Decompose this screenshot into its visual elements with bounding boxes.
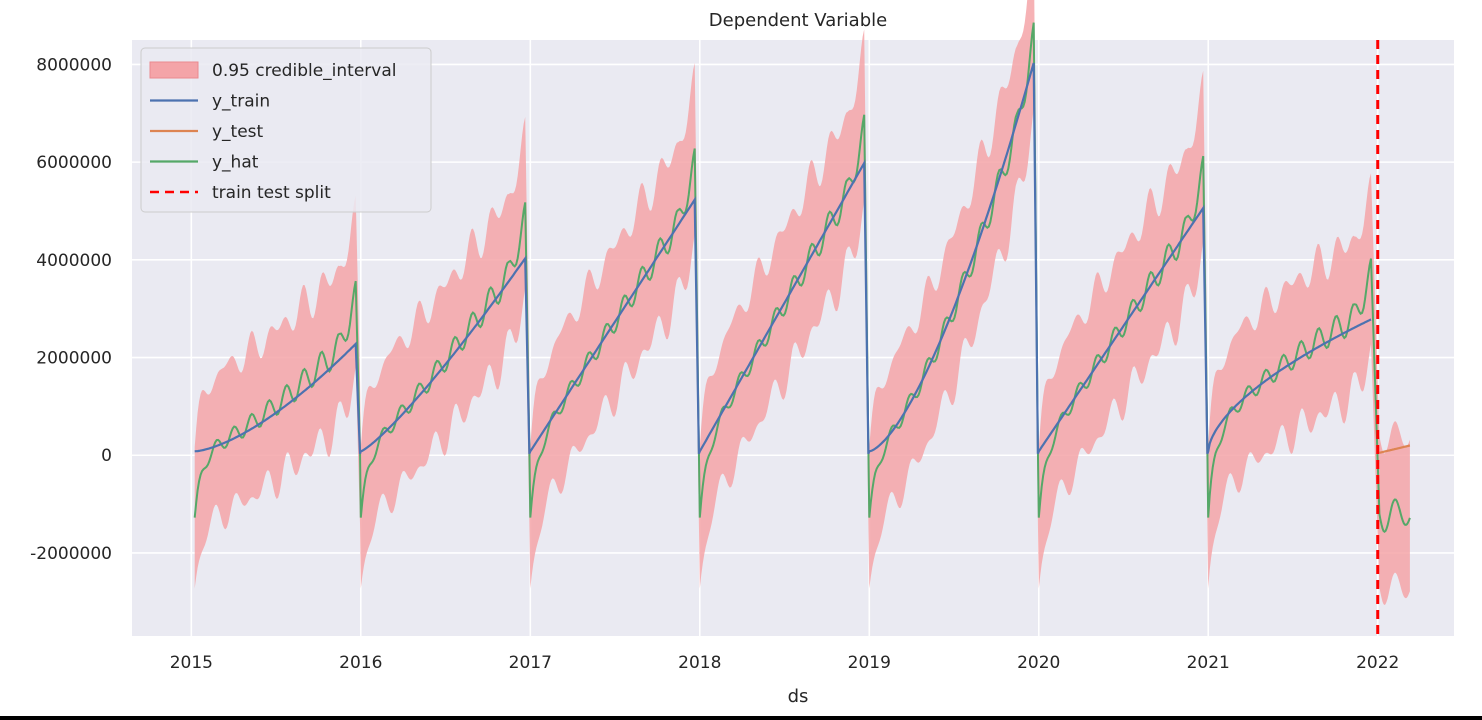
legend: 0.95 credible_interval y_train y_test y_hat… bbox=[140, 47, 432, 213]
x-tick-label: 2020 bbox=[1017, 653, 1060, 673]
y-tick-label: 8000000 bbox=[36, 55, 112, 75]
x-tick-label: 2022 bbox=[1356, 653, 1399, 673]
x-tick-label: 2018 bbox=[678, 653, 721, 673]
x-tick-label: 2021 bbox=[1187, 653, 1230, 673]
y-test-line bbox=[1379, 444, 1411, 454]
y-tick-label: 2000000 bbox=[36, 349, 112, 369]
x-tick-label: 2019 bbox=[848, 653, 891, 673]
credible-interval-area bbox=[194, 0, 1410, 605]
legend-label: y_train bbox=[212, 92, 270, 112]
legend-swatch-band bbox=[149, 61, 199, 79]
x-axis-title: ds bbox=[788, 686, 809, 707]
legend-frame bbox=[140, 47, 432, 213]
legend-label: train test split bbox=[212, 183, 331, 203]
bottom-rule bbox=[0, 716, 1482, 720]
legend-label: y_hat bbox=[212, 153, 259, 173]
series-lines bbox=[193, 22, 1411, 533]
x-tick-label: 2016 bbox=[339, 653, 382, 673]
chart-title: Dependent Variable bbox=[709, 10, 887, 31]
x-axis: 2015 2016 2017 2018 2019 2020 2021 2022 bbox=[170, 653, 1400, 673]
y-tick-label: -2000000 bbox=[30, 544, 112, 564]
credible-interval-band bbox=[194, 0, 1410, 605]
y-train-line bbox=[194, 62, 1372, 455]
legend-label: y_test bbox=[212, 122, 264, 142]
x-tick-label: 2017 bbox=[509, 653, 552, 673]
legend-label: 0.95 credible_interval bbox=[212, 61, 396, 81]
y-tick-label: 0 bbox=[101, 446, 112, 466]
y-axis: -2000000 0 2000000 4000000 6000000 8000000 bbox=[30, 55, 112, 564]
y-tick-label: 4000000 bbox=[36, 251, 112, 271]
y-tick-label: 6000000 bbox=[36, 153, 112, 173]
x-tick-label: 2015 bbox=[170, 653, 213, 673]
